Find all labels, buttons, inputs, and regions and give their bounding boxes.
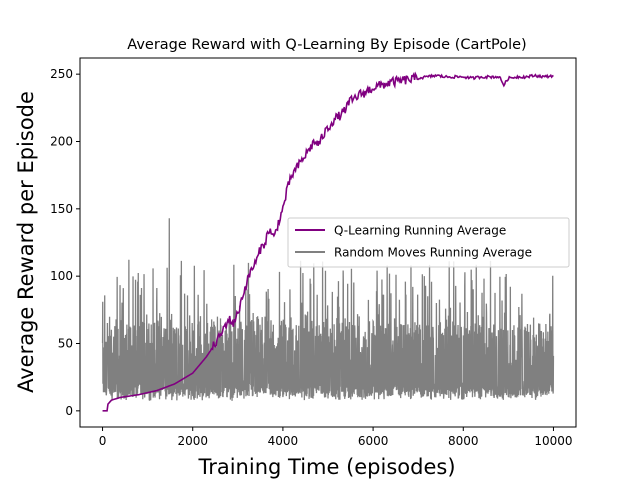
legend-box: [287, 217, 570, 268]
y-tick-label: 250: [50, 67, 73, 81]
x-tick-label: 8000: [448, 434, 479, 448]
plot-area: [101, 71, 555, 412]
y-tick-label: 150: [50, 202, 73, 216]
chart-title: Average Reward with Q-Learning By Episod…: [127, 37, 526, 53]
x-tick-label: 4000: [268, 434, 299, 448]
legend-label-q-learning: Q-Learning Running Average: [334, 224, 506, 238]
x-tick-label: 2000: [177, 434, 208, 448]
x-tick-label: 10000: [534, 434, 572, 448]
y-axis: 0 50 100 150 200 250: [50, 67, 80, 418]
x-axis-label: Training Time (episodes): [197, 455, 455, 479]
series-random-moves-line: [101, 218, 555, 401]
y-axis-label: Average Reward per Episode: [14, 91, 38, 393]
y-tick-label: 50: [58, 337, 73, 351]
y-tick-label: 200: [50, 134, 73, 148]
x-tick-label: 0: [99, 434, 107, 448]
legend: Q-Learning Running Average Random Moves …: [287, 217, 570, 268]
x-axis: 0 2000 4000 6000 8000 10000: [99, 427, 573, 448]
plot-frame: [79, 57, 577, 428]
legend-label-random: Random Moves Running Average: [334, 246, 532, 260]
series-q-learning-line: [102, 71, 554, 412]
y-tick-label: 100: [50, 269, 73, 283]
y-tick-label: 0: [65, 404, 73, 418]
x-tick-label: 6000: [358, 434, 389, 448]
